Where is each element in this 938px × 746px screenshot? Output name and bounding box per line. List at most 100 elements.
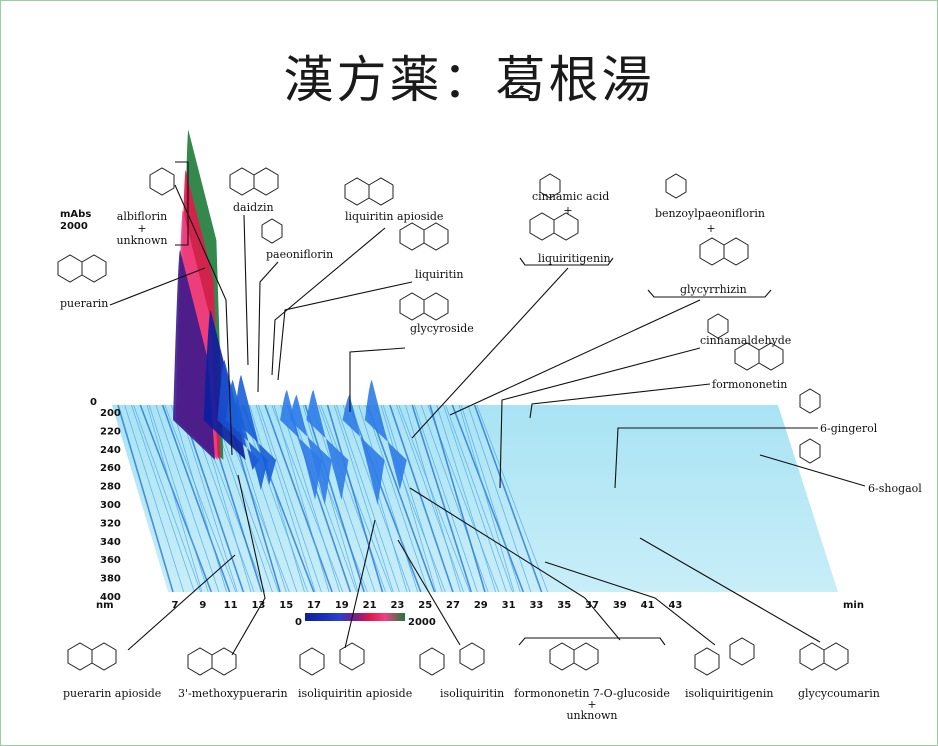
albiflorin-bracket xyxy=(175,161,189,246)
time-tick: 29 xyxy=(474,600,488,611)
chromatogram-streak xyxy=(311,404,376,593)
chromatogram-streak xyxy=(358,404,419,593)
wavelength-axis: 200 220 240 260 280 300 320 340 360 380 400 xyxy=(100,408,121,603)
leader-puerarin-apioside xyxy=(127,554,236,651)
time-tick: 17 xyxy=(307,600,321,611)
chromatogram-streak xyxy=(405,404,461,593)
chromatogram-streak xyxy=(420,404,489,593)
z-axis-zero: 0 xyxy=(90,397,97,408)
leader-glycyrrhizin xyxy=(449,299,701,416)
chromatogram-streak xyxy=(148,404,209,593)
chromatogram-peak xyxy=(234,375,277,485)
chromatogram-streak xyxy=(155,404,220,593)
chromatogram-streak xyxy=(458,404,515,593)
chromatogram-streak xyxy=(389,404,454,593)
time-unit: min xyxy=(843,600,864,611)
chromatogram-streak xyxy=(467,404,532,593)
leader-6-gingerol xyxy=(614,427,818,489)
wavelength-tick: 320 xyxy=(100,518,121,529)
label-glycycoumarin: glycycoumarin xyxy=(798,687,880,700)
time-tick: 23 xyxy=(390,600,404,611)
chromatogram-streak xyxy=(380,404,437,593)
label-isoliquiritin-apioside: isoliquiritin apioside xyxy=(298,687,412,700)
colorbar-max: 2000 xyxy=(408,617,436,628)
leader-lines xyxy=(109,184,866,656)
label-glycyroside: glycyroside xyxy=(410,322,474,335)
label-6-shogaol: 6-shogaol xyxy=(868,482,922,495)
chromatogram-streak xyxy=(131,404,195,593)
label-cinnamic-plus: + xyxy=(563,204,572,217)
chromatogram-streak xyxy=(271,404,344,593)
chromatogram-streak xyxy=(273,404,330,593)
label-formononetin-glucoside-plus: + xyxy=(587,698,596,711)
time-tick: 31 xyxy=(502,600,516,611)
chromatogram-streak xyxy=(460,404,521,593)
label-formononetin-glucoside-unknown: unknown xyxy=(566,709,617,722)
time-tick: 41 xyxy=(641,600,655,611)
time-tick: 35 xyxy=(557,600,571,611)
label-benzoylpaeoniflorin: benzoylpaeoniflorin xyxy=(655,207,765,220)
label-3-methoxypuerarin: 3'-methoxypuerarin xyxy=(178,687,288,700)
chromatogram-streak xyxy=(139,404,213,593)
chromatogram-streaks xyxy=(117,404,549,593)
chromatogram-streak xyxy=(177,404,238,593)
compound-labels-bottom: puerarin apioside 3'-methoxypuerarin iso… xyxy=(63,687,880,722)
leader-daidzin xyxy=(243,214,249,366)
glycyrrhizin-bracket xyxy=(647,289,772,298)
time-tick: 37 xyxy=(585,600,599,611)
label-cinnamic-acid: cinnamic acid xyxy=(532,190,609,203)
chromatogram-streak xyxy=(436,404,497,593)
chromatogram-streak xyxy=(302,404,359,593)
label-puerarin: puerarin xyxy=(60,297,108,310)
chromatogram-streak xyxy=(366,404,436,593)
chromatogram-streak xyxy=(255,404,316,593)
colorbar xyxy=(305,613,405,621)
chromatogram-streak xyxy=(289,404,357,593)
label-isoliquiritigenin: isoliquiritigenin xyxy=(685,687,773,700)
wavelength-tick: 340 xyxy=(100,537,121,548)
y-axis-title: mAbs xyxy=(60,209,91,220)
time-tick: 25 xyxy=(418,600,432,611)
wavelength-tick: 400 xyxy=(100,592,121,603)
wavelength-tick: 380 xyxy=(100,574,121,585)
label-daidzin: daidzin xyxy=(233,201,274,214)
wavelength-tick: 200 xyxy=(100,408,121,419)
leader-formononetin-glucoside xyxy=(409,487,621,641)
leader-isoliquiritin-apioside xyxy=(344,519,376,649)
formononetin-glucoside-bracket xyxy=(518,637,666,646)
chromatogram-streak xyxy=(451,404,525,593)
wavelength-tick: 360 xyxy=(100,555,121,566)
chromatogram-streak xyxy=(411,404,472,593)
label-6-gingerol: 6-gingerol xyxy=(820,422,878,435)
leader-cinnamaldehyde xyxy=(499,347,701,489)
chromatogram-peak xyxy=(289,395,332,505)
time-tick: 9 xyxy=(199,600,206,611)
chromatogram-streak xyxy=(249,404,305,593)
chromatogram-streak xyxy=(445,404,513,593)
leader-liquiritin xyxy=(277,281,413,381)
time-tick: 13 xyxy=(251,600,265,611)
wavelength-tick: 300 xyxy=(100,500,121,511)
wavelength-tick: 240 xyxy=(100,445,121,456)
chromatogram-peak xyxy=(364,380,407,490)
chromatogram-streak xyxy=(171,404,227,593)
label-liquiritin: liquiritin xyxy=(415,268,463,281)
chromatogram-streak xyxy=(146,404,203,593)
chromatogram-streak xyxy=(164,404,237,593)
time-tick: 39 xyxy=(613,600,627,611)
chromatogram-streak xyxy=(349,404,422,593)
chromatogram-streak xyxy=(398,404,471,593)
chromatogram-streak xyxy=(304,404,365,593)
label-albiflorin-unknown: unknown xyxy=(116,234,167,247)
y-axis-value: 2000 xyxy=(60,221,88,232)
wavelength-unit: nm xyxy=(96,600,114,611)
chromatogram-streak xyxy=(365,404,429,593)
chromatogram-streak xyxy=(396,404,464,593)
time-tick: 19 xyxy=(335,600,349,611)
wavelength-tick: 280 xyxy=(100,482,121,493)
chromatogram-streak xyxy=(326,404,384,593)
time-tick: 27 xyxy=(446,600,460,611)
liquiritigenin-bracket xyxy=(519,257,614,266)
chromatogram-streak xyxy=(320,404,393,593)
chromatogram-streak xyxy=(476,404,549,593)
